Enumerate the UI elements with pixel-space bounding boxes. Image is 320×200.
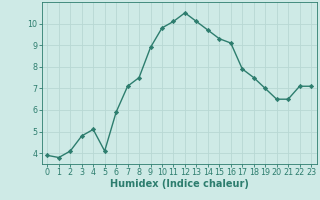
X-axis label: Humidex (Indice chaleur): Humidex (Indice chaleur) [110, 179, 249, 189]
